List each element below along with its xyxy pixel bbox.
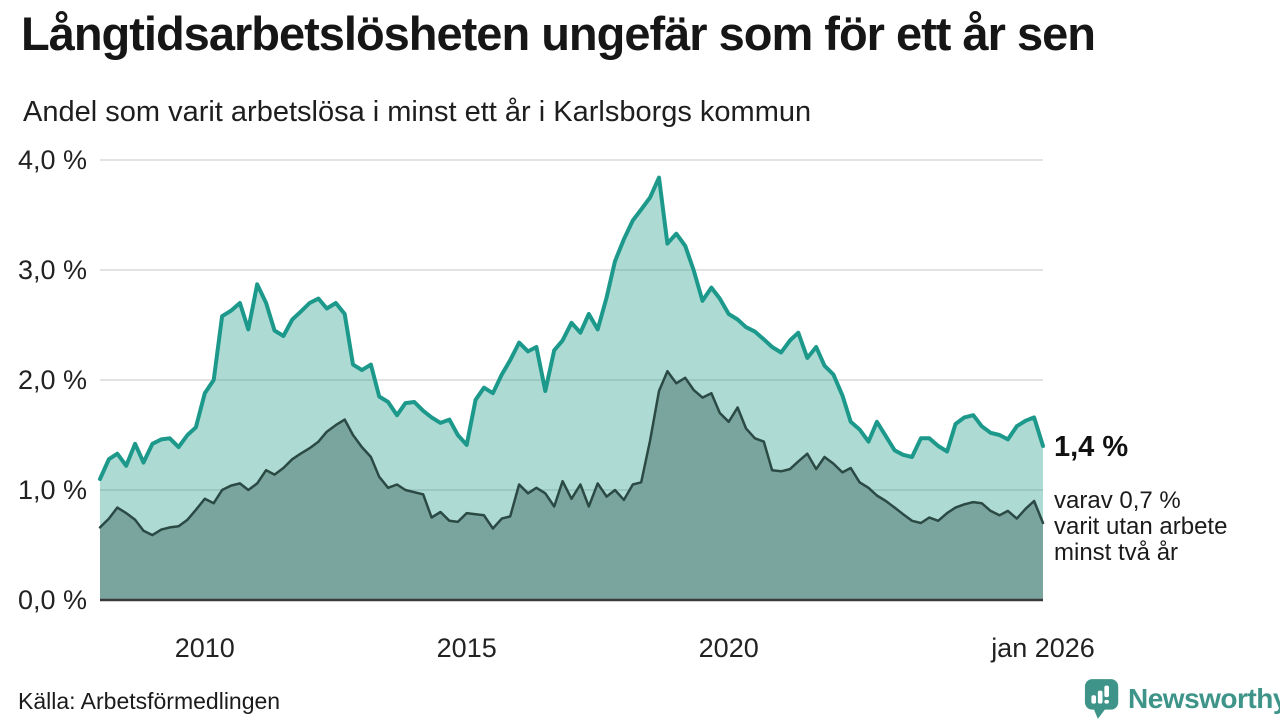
x-tick-label: 2020 <box>699 633 759 663</box>
newsworthy-speech-bubble-chart-icon <box>1084 678 1121 720</box>
page-title: Långtidsarbetslösheten ungefär som för e… <box>21 7 1096 60</box>
detail-line-2: varit utan arbete <box>1054 513 1228 540</box>
y-tick-label: 4,0 % <box>18 145 87 175</box>
chart-subtitle: Andel som varit arbetslösa i minst ett å… <box>23 96 812 128</box>
newsworthy-logo[interactable]: Newsworthy <box>1084 679 1280 719</box>
detail-line-1: varav 0,7 % <box>1054 487 1181 514</box>
source-note: Källa: Arbetsförmedlingen <box>18 688 281 714</box>
line-minst-ett-ar <box>98 175 1045 481</box>
y-tick-label: 2,0 % <box>18 365 87 395</box>
x-tick-label: 2015 <box>437 633 497 663</box>
detail-line-3: minst två år <box>1054 539 1179 566</box>
line-minst-tva-ar <box>98 369 1045 537</box>
latest-value-detail: varav 0,7 % varit utan arbete minst två … <box>1054 488 1227 566</box>
y-tick-label: 3,0 % <box>18 255 87 285</box>
x-tick-label: 2010 <box>175 633 235 663</box>
y-tick-label: 1,0 % <box>18 475 87 505</box>
area-minst-tva-ar <box>100 371 1043 600</box>
newsworthy-logo-text: Newsworthy <box>1128 683 1280 714</box>
x-tick-label: jan 2026 <box>990 633 1095 663</box>
y-tick-label: 0,0 % <box>18 585 87 615</box>
latest-value-label: 1,4 % <box>1054 431 1129 463</box>
